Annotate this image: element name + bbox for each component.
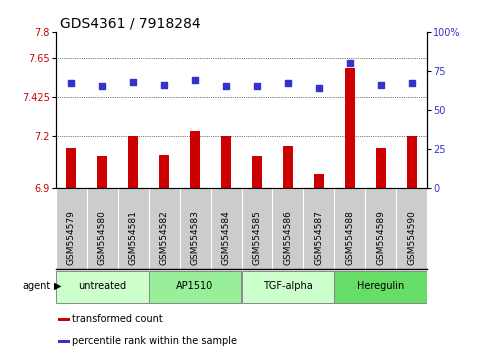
Bar [158, 155, 170, 188]
Point [222, 84, 230, 89]
Text: GSM554587: GSM554587 [314, 210, 324, 265]
Text: percentile rank within the sample: percentile rank within the sample [72, 336, 238, 346]
Text: GSM554589: GSM554589 [376, 210, 385, 265]
Text: GSM554581: GSM554581 [128, 210, 138, 265]
Point [284, 80, 292, 86]
Text: GSM554580: GSM554580 [98, 210, 107, 265]
Bar [252, 156, 262, 188]
Text: ▶: ▶ [54, 281, 62, 291]
Text: AP1510: AP1510 [176, 281, 213, 291]
Bar [344, 68, 355, 188]
Point [191, 77, 199, 83]
Point [346, 60, 354, 66]
Text: GDS4361 / 7918284: GDS4361 / 7918284 [60, 16, 201, 30]
Text: GSM554584: GSM554584 [222, 210, 230, 265]
Text: GSM554588: GSM554588 [345, 210, 355, 265]
Text: TGF-alpha: TGF-alpha [263, 281, 313, 291]
Text: Heregulin: Heregulin [357, 281, 405, 291]
Bar [97, 156, 107, 188]
Bar [128, 136, 139, 188]
Text: GSM554582: GSM554582 [159, 210, 169, 265]
Bar [190, 131, 200, 188]
Bar [242, 271, 334, 303]
Bar [283, 146, 293, 188]
Bar [58, 341, 70, 343]
Bar [376, 148, 386, 188]
Bar [221, 136, 231, 188]
Point [315, 85, 323, 91]
Text: transformed count: transformed count [72, 314, 163, 324]
Text: GSM554583: GSM554583 [190, 210, 199, 265]
Point [408, 80, 416, 86]
Bar [407, 136, 417, 188]
Bar [66, 148, 76, 188]
Text: untreated: untreated [78, 281, 126, 291]
Text: agent: agent [23, 281, 51, 291]
Bar [58, 318, 70, 321]
Point [377, 82, 385, 88]
Point [253, 84, 261, 89]
Point [98, 84, 106, 89]
Point [67, 80, 75, 86]
Bar [313, 174, 325, 188]
Bar [334, 271, 427, 303]
Text: GSM554586: GSM554586 [284, 210, 293, 265]
Text: GSM554585: GSM554585 [253, 210, 261, 265]
Text: GSM554579: GSM554579 [67, 210, 75, 265]
Point [129, 79, 137, 85]
Point [160, 82, 168, 88]
Bar [149, 271, 242, 303]
Bar [56, 271, 149, 303]
Text: GSM554590: GSM554590 [408, 210, 416, 265]
